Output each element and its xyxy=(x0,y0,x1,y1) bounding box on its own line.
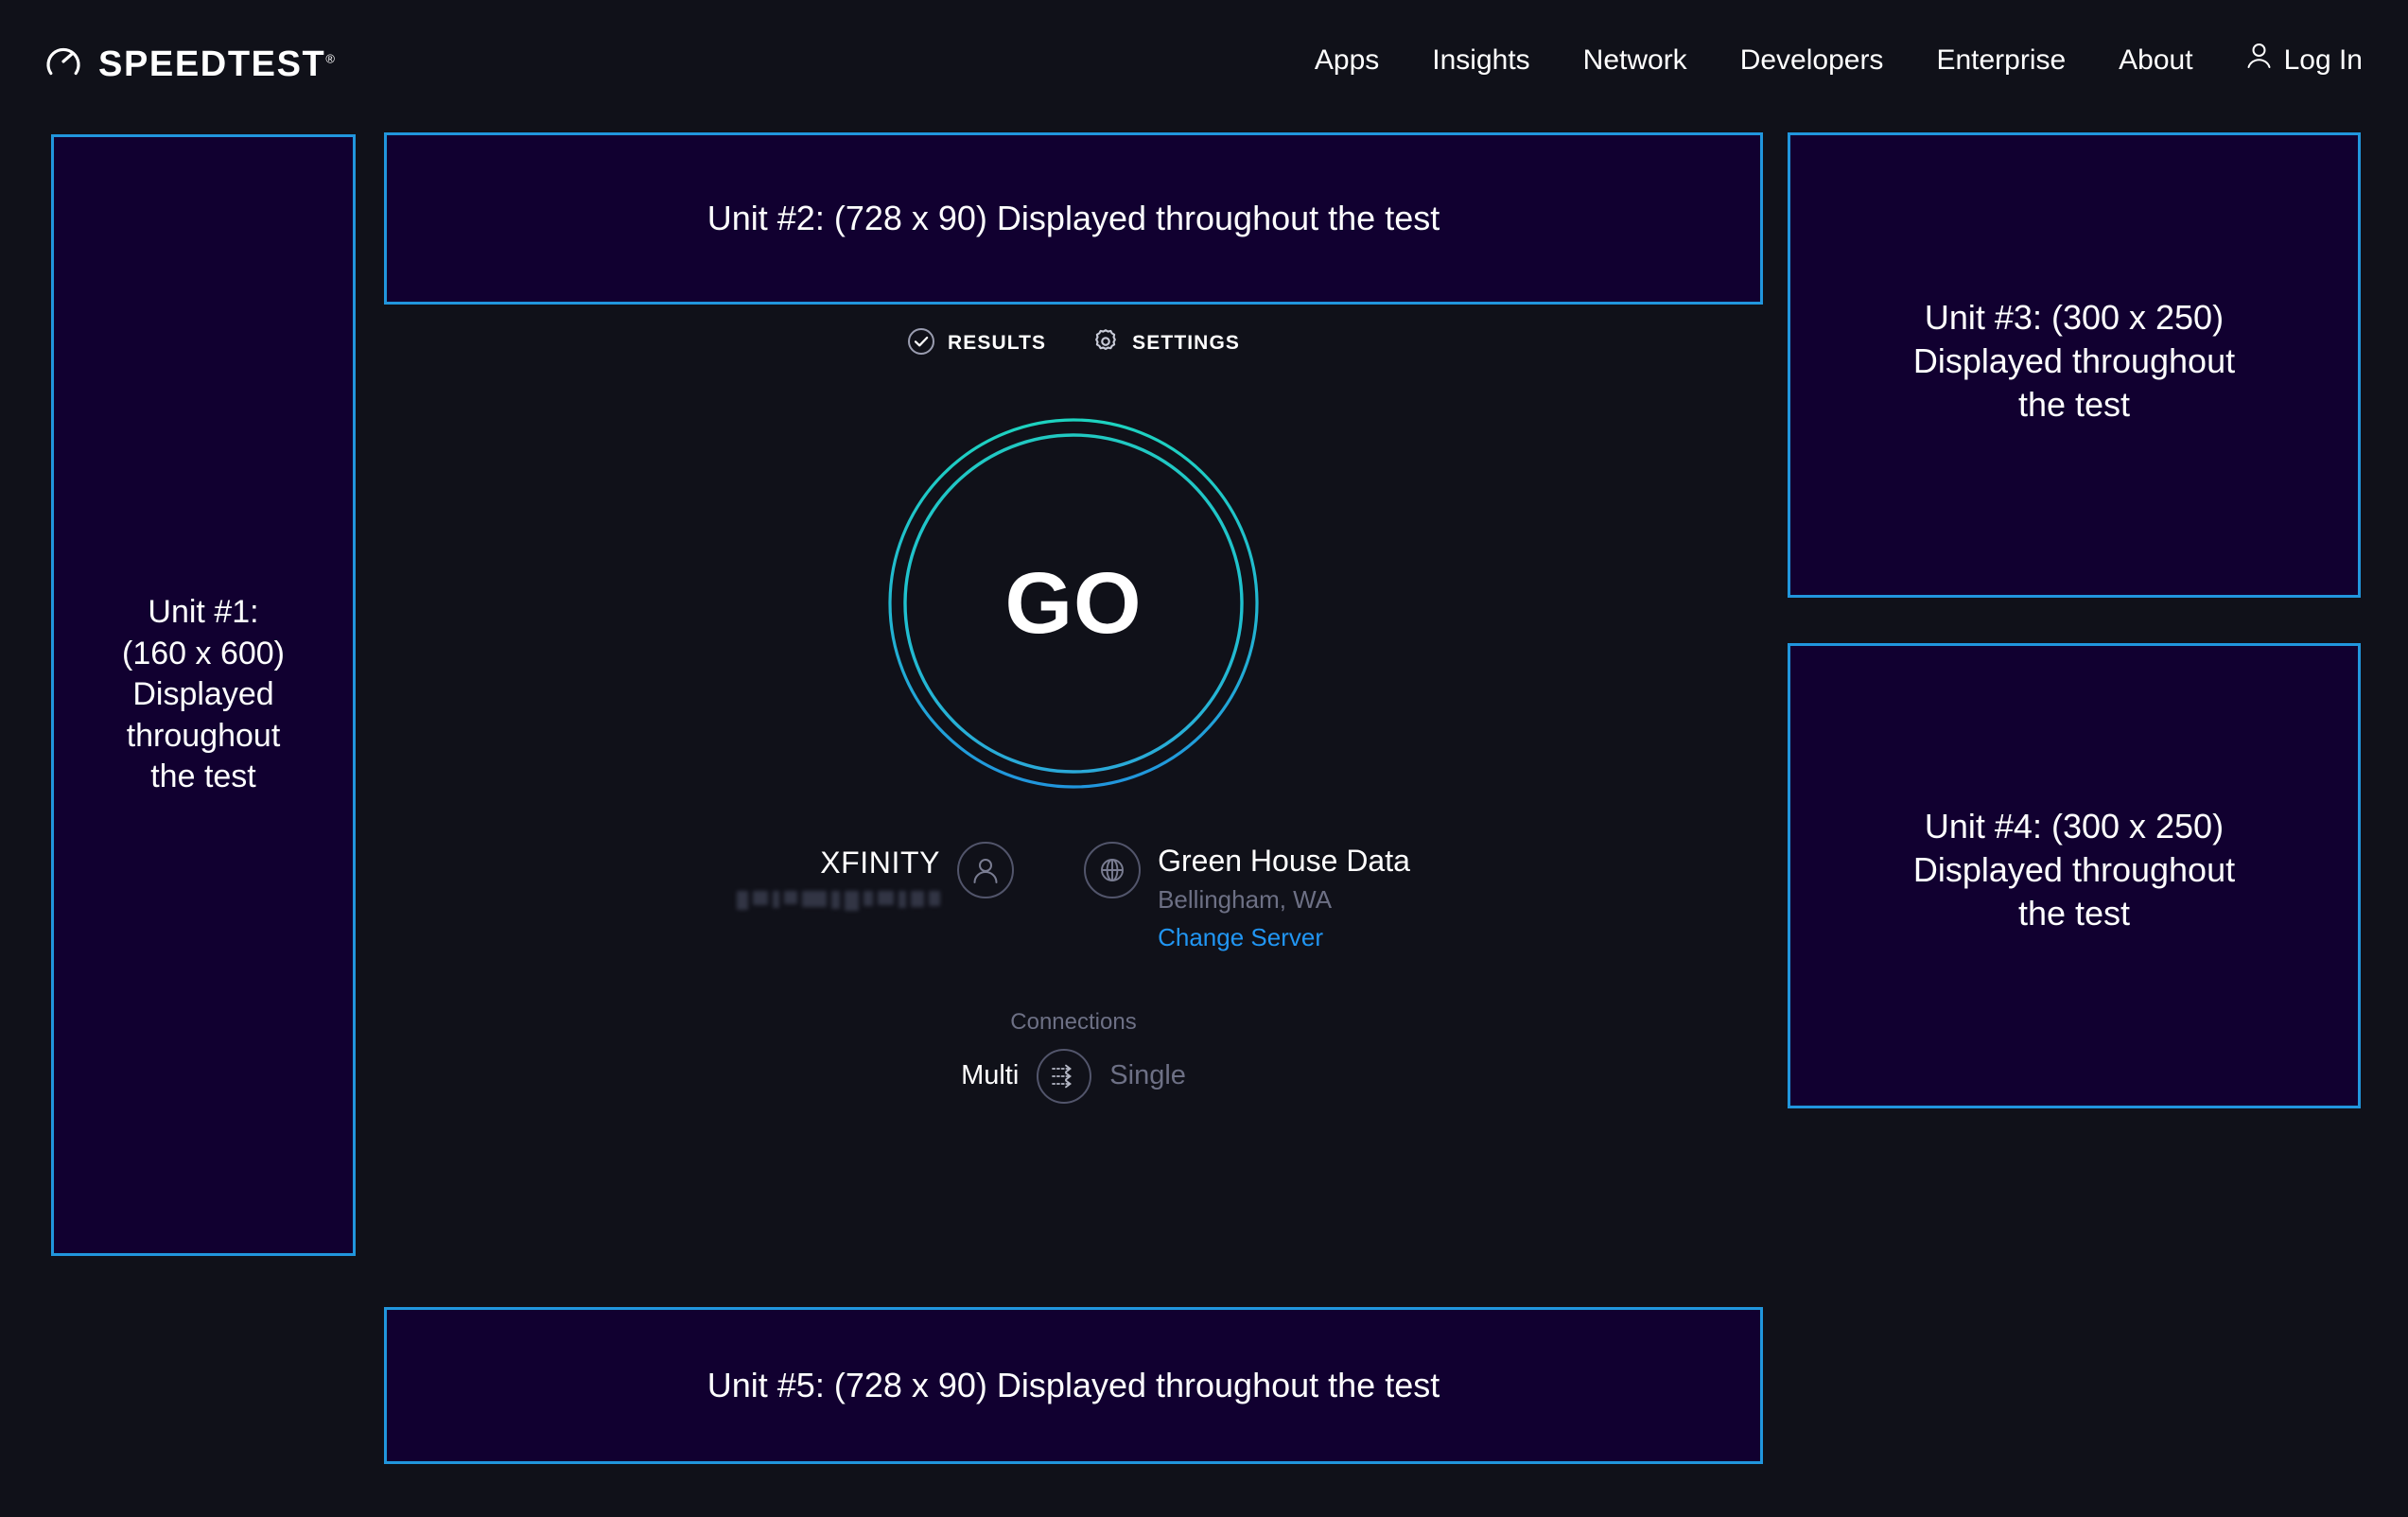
settings-label: SETTINGS xyxy=(1132,332,1240,354)
check-circle-icon xyxy=(907,327,935,360)
server-location: Bellingham, WA xyxy=(1158,884,1333,914)
login-button[interactable]: Log In xyxy=(2220,42,2363,79)
server-block[interactable]: Green House Data Bellingham, WA Change S… xyxy=(1084,838,1410,952)
go-button[interactable]: GO xyxy=(888,418,1259,789)
ad-unit-1[interactable]: Unit #1: (160 x 600) Displayed throughou… xyxy=(51,134,356,1256)
nav-item-apps[interactable]: Apps xyxy=(1314,44,1380,76)
isp-text: XFINITY xyxy=(737,842,941,912)
site-header: SPEEDTEST® Apps Insights Network Develop… xyxy=(0,0,2408,112)
multi-arrows-icon[interactable] xyxy=(1037,1048,1092,1104)
ad-unit-5[interactable]: Unit #5: (728 x 90) Displayed throughout… xyxy=(384,1307,1763,1464)
isp-block[interactable]: XFINITY xyxy=(737,838,1015,912)
user-icon xyxy=(2246,42,2272,79)
user-circle-icon xyxy=(957,842,1015,898)
ad-unit-2[interactable]: Unit #2: (728 x 90) Displayed throughout… xyxy=(384,132,1763,305)
gear-icon xyxy=(1091,327,1120,360)
test-toolbar: RESULTS SETTINGS xyxy=(384,322,1763,365)
brand-name-text: SPEEDTEST xyxy=(98,44,326,84)
login-label: Log In xyxy=(2283,44,2363,76)
trademark-symbol: ® xyxy=(325,50,335,65)
isp-ip-redacted xyxy=(737,890,941,912)
results-button[interactable]: RESULTS xyxy=(907,327,1046,360)
speedtest-panel: RESULTS SETTINGS xyxy=(384,322,1763,1104)
nav-item-enterprise[interactable]: Enterprise xyxy=(1936,44,2067,76)
nav-item-insights[interactable]: Insights xyxy=(1432,44,1530,76)
connection-info: XFINITY xyxy=(384,838,1763,952)
go-button-rings xyxy=(888,418,1259,789)
results-label: RESULTS xyxy=(948,332,1047,354)
isp-name: XFINITY xyxy=(820,846,941,880)
nav-item-about[interactable]: About xyxy=(2119,44,2193,76)
connections-switch: Multi Single xyxy=(961,1048,1186,1104)
globe-icon xyxy=(1084,842,1142,898)
connections-label: Connections xyxy=(1010,1008,1137,1035)
main-navigation: Apps Insights Network Developers Enterpr… xyxy=(1288,42,2363,79)
ad-unit-3[interactable]: Unit #3: (300 x 250) Displayed throughou… xyxy=(1788,132,2361,598)
server-text: Green House Data Bellingham, WA Change S… xyxy=(1158,842,1410,952)
nav-item-network[interactable]: Network xyxy=(1582,44,1687,76)
settings-button[interactable]: SETTINGS xyxy=(1091,327,1240,360)
go-label: GO xyxy=(1004,554,1143,652)
go-button-wrapper: GO xyxy=(384,418,1763,789)
brand-wordmark: SPEEDTEST® xyxy=(98,46,335,82)
connections-single-label[interactable]: Single xyxy=(1109,1060,1186,1091)
change-server-link[interactable]: Change Server xyxy=(1158,922,1323,951)
brand-logo[interactable]: SPEEDTEST® xyxy=(44,42,335,86)
connections-section: Connections Multi Single xyxy=(384,1009,1763,1104)
speedometer-icon xyxy=(44,42,83,86)
connections-multi-label[interactable]: Multi xyxy=(961,1060,1020,1091)
ad-unit-4[interactable]: Unit #4: (300 x 250) Displayed throughou… xyxy=(1788,643,2361,1108)
server-name: Green House Data xyxy=(1158,844,1410,878)
nav-item-developers[interactable]: Developers xyxy=(1739,44,1884,76)
